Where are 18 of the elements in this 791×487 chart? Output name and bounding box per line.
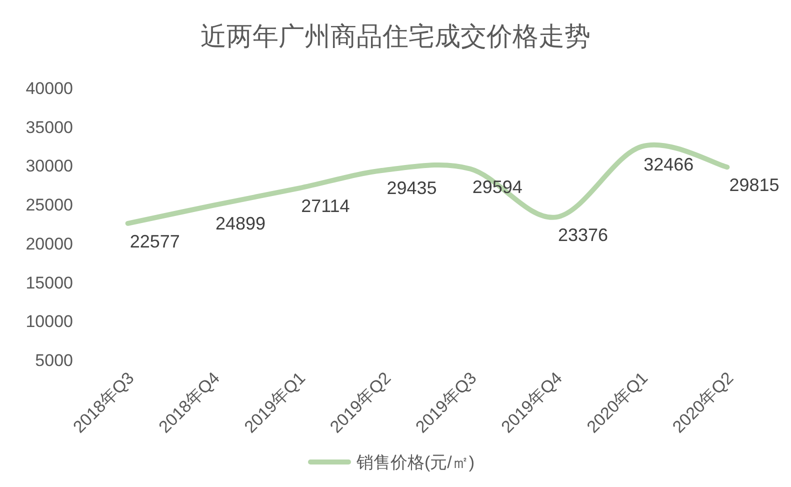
chart-title: 近两年广州商品住宅成交价格走势: [200, 21, 590, 51]
data-label: 23376: [558, 225, 608, 246]
data-label: 24899: [215, 213, 266, 234]
data-label: 29815: [729, 175, 780, 196]
data-label: 32466: [644, 154, 694, 175]
y-tick-label: 35000: [26, 118, 73, 137]
y-tick-label: 15000: [26, 273, 73, 292]
data-label: 27114: [301, 196, 350, 216]
data-label: 29594: [472, 176, 522, 197]
legend-label: 销售价格(元/㎡): [356, 453, 475, 472]
y-tick-label: 10000: [26, 312, 73, 332]
y-tick-label: 5000: [35, 351, 73, 370]
y-tick-label: 25000: [26, 196, 73, 215]
y-tick-label: 40000: [26, 79, 73, 98]
y-tick-label: 30000: [26, 156, 73, 176]
data-label: 22577: [130, 231, 180, 252]
data-label: 29435: [386, 178, 437, 198]
y-tick-label: 20000: [26, 234, 73, 254]
